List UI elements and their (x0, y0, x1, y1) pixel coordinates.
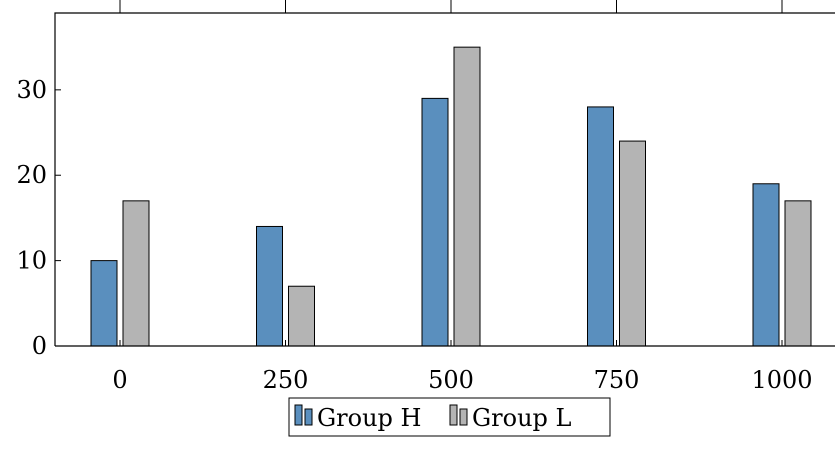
bar-group-h-500 (421, 97, 449, 347)
legend-swatch-group-h-b (304, 408, 313, 426)
bar-group-l-0 (122, 200, 150, 347)
bar-group-l-500 (453, 46, 481, 347)
legend-label-group-h: Group H (317, 404, 421, 432)
legend-label-group-l: Group L (472, 404, 572, 432)
legend-swatch-group-l-a (449, 404, 458, 426)
y-tick-label: 10 (16, 247, 47, 275)
legend-swatch-group-h-a (294, 404, 303, 426)
x-tick-label: 0 (112, 366, 127, 394)
bar-group-h-1000 (752, 183, 780, 347)
x-tick-label: 750 (594, 366, 640, 394)
bar-group-l-250 (288, 285, 315, 347)
y-tick-label: 20 (16, 161, 47, 189)
x-tick-label: 250 (263, 366, 309, 394)
axis-frame (54, 12, 835, 346)
bar-group-l-750 (619, 140, 646, 347)
x-tick-label: 1000 (751, 366, 812, 394)
bar-group-h-0 (90, 260, 118, 347)
legend-swatch-group-l-b (459, 408, 468, 426)
y-tick-label: 0 (32, 332, 47, 360)
bar-group-l-1000 (784, 200, 812, 347)
y-tick-label: 30 (16, 76, 47, 104)
bar-group-h-250 (256, 225, 283, 347)
x-tick-label: 500 (428, 366, 474, 394)
bar-group-h-750 (587, 106, 614, 347)
